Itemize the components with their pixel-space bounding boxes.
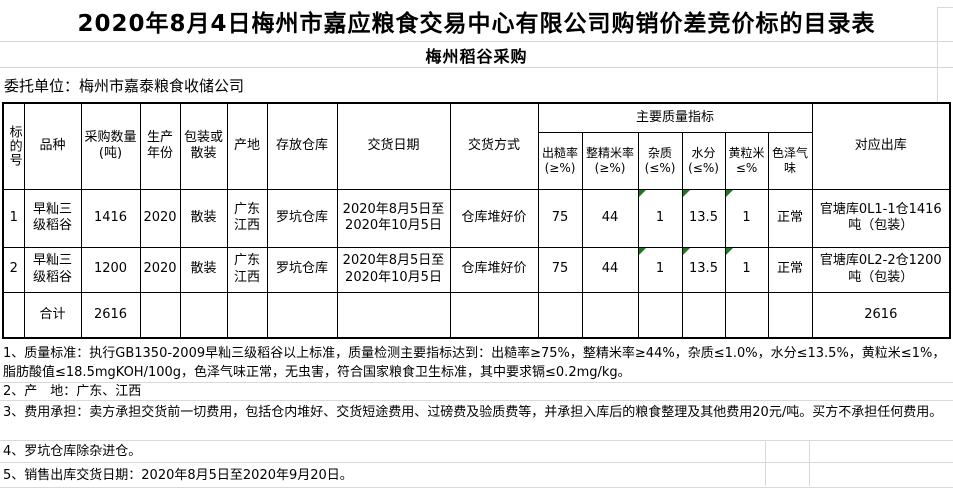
header-color-smell: 色泽气 味	[767, 131, 813, 190]
row1-delivery-date: 2020年8月5日至 2020年10月5日	[336, 188, 451, 248]
page-subtitle: 梅州稻谷采购	[0, 42, 953, 68]
total-no-empty	[2, 291, 25, 339]
table-row-1: 1 早籼三 级稻谷 1416 2020 散装 广东 江西 罗坑仓库 2020年8…	[2, 188, 951, 248]
header-quantity: 采购数量 (吨)	[80, 102, 141, 190]
row1-moisture: 13.5	[681, 188, 726, 248]
row2-origin: 广东 江西	[226, 246, 268, 293]
header-brown-rice-rate: 出糙率 (≥%)	[537, 131, 583, 190]
row2-qty: 1200	[80, 246, 141, 293]
header-delivery-date: 交货日期	[336, 102, 451, 190]
page-title: 2020年8月4日梅州市嘉应粮食交易中心有限公司购销价差竞价标的目录表	[0, 0, 953, 42]
header-target-no: 标的号	[2, 102, 25, 190]
header-year: 生产 年份	[139, 102, 181, 190]
row2-brown-rice-rate: 75	[537, 246, 583, 293]
row2-warehouse: 罗坑仓库	[266, 246, 338, 293]
header-milled-rice-rate: 整精米率 (≥%)	[581, 131, 639, 190]
row1-milled-rice-rate: 44	[581, 188, 639, 248]
row2-no: 2	[2, 246, 25, 293]
row2-milled-rice-rate: 44	[581, 246, 639, 293]
row1-warehouse: 罗坑仓库	[266, 188, 338, 248]
total-empty-year	[139, 291, 181, 339]
row2-packing: 散装	[179, 246, 228, 293]
header-quality-group: 主要质量指标	[537, 102, 813, 133]
header-outbound: 对应出库	[811, 102, 951, 190]
total-empty-yellow-grain	[724, 291, 769, 339]
total-label: 合计	[23, 291, 82, 339]
header-row-group: 标的号 品种 采购数量 (吨) 生产 年份 包装或 散装 产地 存放仓库 交货日…	[2, 102, 951, 190]
catalog-table: 标的号 品种 采购数量 (吨) 生产 年份 包装或 散装 产地 存放仓库 交货日…	[2, 102, 952, 339]
gridline-horizontal	[937, 7, 953, 8]
notes-section: 1、质量标准：执行GB1350-2009早籼三级稻谷以上标准，质量检测主要指标达…	[0, 339, 953, 488]
row1-color-smell: 正常	[767, 188, 813, 248]
excel-error-flag-icon	[683, 190, 690, 197]
row1-outbound: 官塘库0L1-1仓1416吨（包装）	[811, 188, 951, 248]
total-empty-brown-rice-rate	[537, 291, 583, 339]
row2-delivery-date: 2020年8月5日至 2020年10月5日	[336, 246, 451, 293]
row2-year: 2020	[139, 246, 181, 293]
gridline-notes-vertical-1	[765, 441, 766, 486]
row2-variety: 早籼三 级稻谷	[23, 246, 82, 293]
total-empty-packing	[179, 291, 228, 339]
table-row-total: 合计 2616 2616	[2, 291, 951, 339]
excel-error-flag-icon	[726, 190, 733, 197]
excel-error-flag-icon	[639, 248, 646, 255]
total-empty-origin	[226, 291, 268, 339]
header-moisture: 水分 (≤%)	[681, 131, 726, 190]
header-variety: 品种	[23, 102, 82, 190]
header-row-quality: 出糙率 (≥%) 整精米率 (≥%) 杂质 (≤%) 水分 (≤%) 黄粒米 ≤…	[3, 131, 950, 190]
gridline-vertical	[937, 7, 938, 102]
row1-origin: 广东 江西	[226, 188, 268, 248]
row2-delivery-mode: 仓库堆好价	[449, 246, 539, 293]
total-empty-color-smell	[767, 291, 813, 339]
row1-packing: 散装	[179, 188, 228, 248]
row1-delivery-mode: 仓库堆好价	[449, 188, 539, 248]
note-origin: 2、产 地：广东、江西	[0, 383, 953, 401]
excel-error-flag-icon	[639, 190, 646, 197]
excel-error-flag-icon	[726, 248, 733, 255]
note-outbound-delivery-date: 5、销售出库交货日期：2020年8月5日至2020年9月20日。	[0, 463, 953, 488]
header-delivery-mode: 交货方式	[449, 102, 539, 190]
row1-brown-rice-rate: 75	[537, 188, 583, 248]
total-empty-milled-rice-rate	[581, 291, 639, 339]
note-warehouse-cleaning: 4、罗坑仓库除杂进仓。	[0, 441, 953, 463]
note-cost-responsibility: 3、费用承担：卖方承担交货前一切费用，包括仓内堆好、交货短途费用、过磅费及验质费…	[0, 401, 953, 441]
row1-impurity: 1	[637, 188, 683, 248]
table-row-2: 2 早籼三 级稻谷 1200 2020 散装 广东 江西 罗坑仓库 2020年8…	[2, 246, 951, 293]
note-quality-standard: 1、质量标准：执行GB1350-2009早籼三级稻谷以上标准，质量检测主要指标达…	[0, 339, 953, 383]
total-empty-delivery-date	[336, 291, 451, 339]
total-empty-moisture	[681, 291, 726, 339]
row2-yellow-grain: 1	[724, 246, 769, 293]
total-empty-impurity	[637, 291, 683, 339]
header-origin: 产地	[226, 102, 268, 190]
gridline-notes-vertical-2	[809, 441, 810, 486]
row1-variety: 早籼三 级稻谷	[23, 188, 82, 248]
row2-color-smell: 正常	[767, 246, 813, 293]
header-warehouse: 存放仓库	[266, 102, 338, 190]
header-packing: 包装或 散装	[179, 102, 228, 190]
row1-year: 2020	[139, 188, 181, 248]
total-empty-delivery-mode	[449, 291, 539, 339]
header-yellow-grain: 黄粒米 ≤%	[724, 131, 769, 190]
row1-yellow-grain: 1	[724, 188, 769, 248]
client-line: 委托单位：梅州市嘉泰粮食收储公司	[4, 76, 245, 95]
total-outbound: 2616	[811, 291, 951, 339]
excel-error-flag-icon	[683, 248, 690, 255]
header-impurity: 杂质 (≤%)	[637, 131, 683, 190]
total-qty: 2616	[80, 291, 141, 339]
row2-outbound: 官塘库0L2-2仓1200吨（包装）	[811, 246, 951, 293]
row1-no: 1	[2, 188, 25, 248]
total-empty-warehouse	[266, 291, 338, 339]
row1-qty: 1416	[80, 188, 141, 248]
row2-impurity: 1	[637, 246, 683, 293]
row2-moisture: 13.5	[681, 246, 726, 293]
